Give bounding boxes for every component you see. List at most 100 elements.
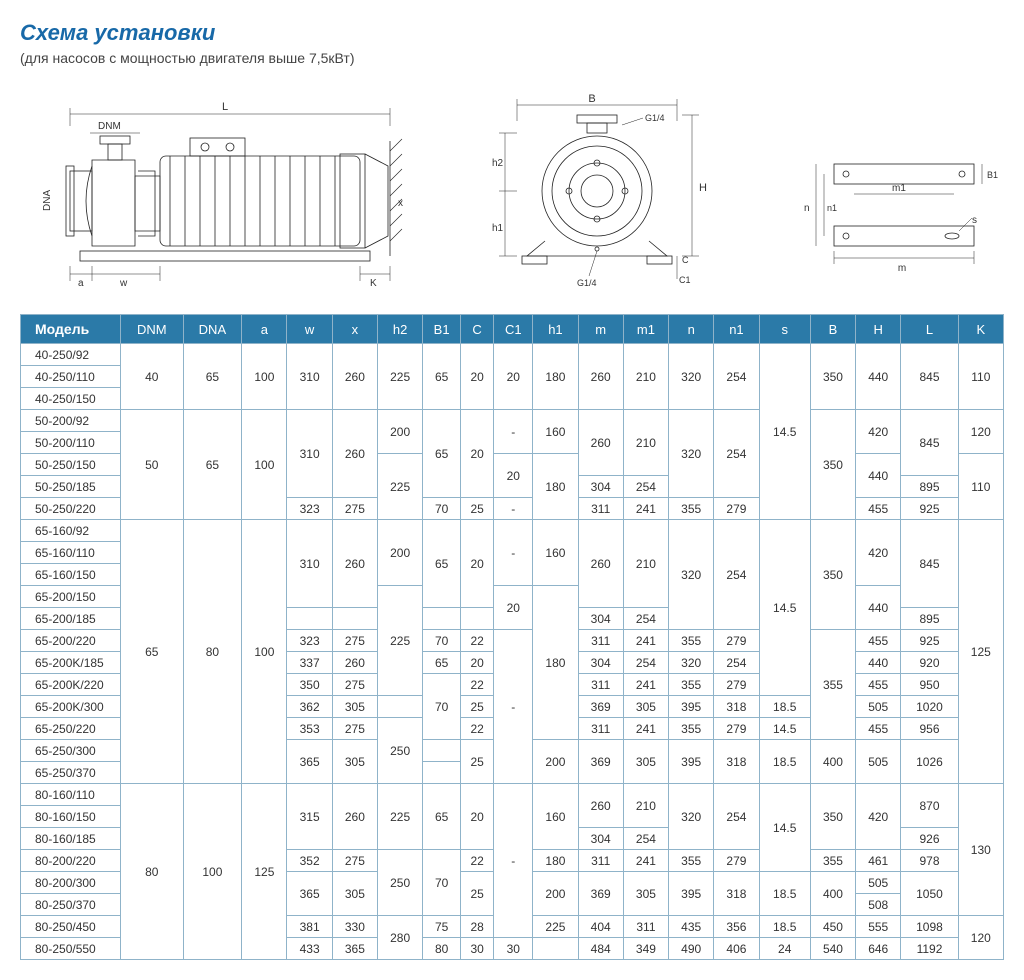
cell-C: 25 xyxy=(461,696,494,718)
cell-L: 920 xyxy=(901,652,958,674)
cell-m: 304 xyxy=(578,828,623,850)
dim-C: C xyxy=(682,255,689,265)
dim-B1: B1 xyxy=(987,170,998,180)
cell-C: 20 xyxy=(461,784,494,850)
dim-H: H xyxy=(699,182,707,194)
cell-m: 260 xyxy=(578,520,623,608)
cell-n1: 406 xyxy=(714,938,759,960)
cell-h1 xyxy=(533,938,578,960)
cell-s: 14.5 xyxy=(759,718,810,740)
cell-n: 320 xyxy=(669,410,714,498)
table-row: 40-250/924065100310260225652020180260210… xyxy=(21,344,1004,366)
cell-w: 362 xyxy=(287,696,332,718)
col-B: B xyxy=(810,315,855,344)
cell-model: 80-160/185 xyxy=(21,828,121,850)
cell-x: 260 xyxy=(332,410,377,498)
cell-n1: 254 xyxy=(714,784,759,850)
cell-C: 20 xyxy=(461,344,494,410)
table-row: 50-200/9250651003102602006520-1602602103… xyxy=(21,410,1004,432)
cell-L: 1026 xyxy=(901,740,958,784)
cell-x: 365 xyxy=(332,938,377,960)
cell-model: 50-250/185 xyxy=(21,476,121,498)
cell-n: 490 xyxy=(669,938,714,960)
cell-n: 320 xyxy=(669,520,714,630)
col-K: K xyxy=(958,315,1003,344)
cell-model: 65-200/150 xyxy=(21,586,121,608)
cell-s: 18.5 xyxy=(759,740,810,784)
cell-h1: 160 xyxy=(533,410,578,454)
cell-h1: 180 xyxy=(533,454,578,520)
cell-m1: 305 xyxy=(623,740,668,784)
diagram-front-view: B G1/4 G1/4 h2 h1 H xyxy=(467,91,747,296)
cell-m: 369 xyxy=(578,740,623,784)
cell-model: 65-200K/300 xyxy=(21,696,121,718)
page-subtitle: (для насосов с мощностью двигателя выше … xyxy=(20,50,1004,66)
cell-w: 323 xyxy=(287,498,332,520)
cell-model: 65-160/110 xyxy=(21,542,121,564)
cell-L: 950 xyxy=(901,674,958,696)
cell-C1: 30 xyxy=(494,938,533,960)
cell-s: 14.5 xyxy=(759,520,810,696)
cell-n1: 318 xyxy=(714,872,759,916)
cell-B1: 65 xyxy=(423,652,461,674)
cell-DNM: 65 xyxy=(121,520,184,784)
cell-n: 435 xyxy=(669,916,714,938)
col-n1: n1 xyxy=(714,315,759,344)
col-DNA: DNA xyxy=(183,315,242,344)
cell-DNM: 40 xyxy=(121,344,184,410)
cell-m1: 305 xyxy=(623,872,668,916)
cell-model: 65-200/220 xyxy=(21,630,121,652)
cell-h1: 180 xyxy=(533,344,578,410)
cell-L: 1050 xyxy=(901,872,958,916)
dim-x: x xyxy=(398,198,403,209)
cell-model: 65-250/300 xyxy=(21,740,121,762)
cell-x: 275 xyxy=(332,850,377,872)
cell-n1: 318 xyxy=(714,740,759,784)
dim-G14b: G1/4 xyxy=(577,278,597,288)
cell-h2: 225 xyxy=(377,344,422,410)
dim-K: K xyxy=(370,278,377,289)
cell-w: 310 xyxy=(287,344,332,410)
cell-h2: 250 xyxy=(377,718,422,784)
cell-n1: 318 xyxy=(714,696,759,718)
cell-n1: 279 xyxy=(714,630,759,652)
cell-B1: 65 xyxy=(423,344,461,410)
cell-K: 120 xyxy=(958,916,1003,960)
cell-L: 956 xyxy=(901,718,958,740)
page-title: Схема установки xyxy=(20,20,1004,46)
cell-h2 xyxy=(377,696,422,718)
cell-n: 355 xyxy=(669,498,714,520)
cell-x: 275 xyxy=(332,630,377,652)
cell-w: 315 xyxy=(287,784,332,850)
cell-B1: 65 xyxy=(423,410,461,498)
cell-L: 1098 xyxy=(901,916,958,938)
cell-m1: 254 xyxy=(623,476,668,498)
cell-w: 310 xyxy=(287,410,332,498)
cell-model: 50-250/220 xyxy=(21,498,121,520)
cell-H: 420 xyxy=(856,784,901,850)
col-L: L xyxy=(901,315,958,344)
cell-B1 xyxy=(423,608,461,630)
cell-x: 305 xyxy=(332,872,377,916)
cell-H: 505 xyxy=(856,696,901,718)
cell-m1: 241 xyxy=(623,498,668,520)
cell-L: 870 xyxy=(901,784,958,828)
cell-m: 304 xyxy=(578,608,623,630)
cell-h2: 225 xyxy=(377,454,422,520)
col-C1: C1 xyxy=(494,315,533,344)
cell-m1: 210 xyxy=(623,344,668,410)
cell-model: 65-200K/220 xyxy=(21,674,121,696)
cell-n: 320 xyxy=(669,784,714,850)
cell-K: 110 xyxy=(958,344,1003,410)
cell-h1: 225 xyxy=(533,916,578,938)
cell-m1: 241 xyxy=(623,850,668,872)
cell-x: 305 xyxy=(332,696,377,718)
cell-h2: 200 xyxy=(377,410,422,454)
col-w: w xyxy=(287,315,332,344)
cell-H: 555 xyxy=(856,916,901,938)
cell-m1: 210 xyxy=(623,520,668,608)
cell-model: 40-250/92 xyxy=(21,344,121,366)
cell-H: 505 xyxy=(856,872,901,894)
cell-B1: 70 xyxy=(423,630,461,652)
cell-B1 xyxy=(423,762,461,784)
